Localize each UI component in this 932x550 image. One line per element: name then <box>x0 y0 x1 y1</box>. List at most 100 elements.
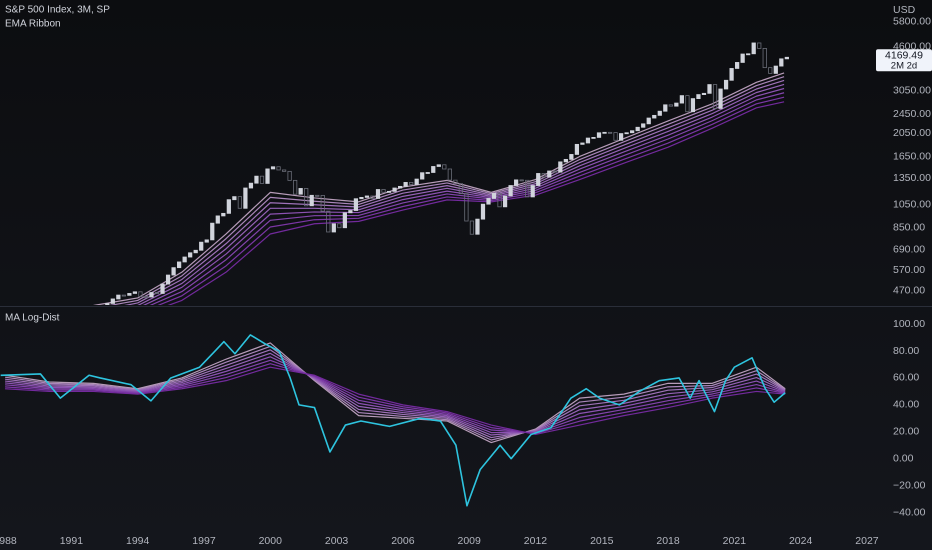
candle <box>558 161 563 173</box>
candle <box>779 58 784 67</box>
candle <box>514 179 519 186</box>
line <box>109 76 785 305</box>
candle <box>337 223 342 229</box>
y-tick-label: −40.00 <box>893 506 926 518</box>
y-tick-label: 5800.00 <box>893 16 931 28</box>
candle <box>768 67 773 74</box>
candle <box>707 84 712 94</box>
candle <box>276 166 281 171</box>
last-price-box <box>876 49 932 72</box>
x-tick-label: 2024 <box>789 535 813 547</box>
x-tick-label: 2021 <box>723 535 747 547</box>
x-tick-label: 1988 <box>0 535 17 547</box>
candle <box>359 196 364 200</box>
candle <box>729 68 734 81</box>
indicator-title: MA Log-Dist <box>5 313 60 324</box>
candle <box>304 188 309 207</box>
candle <box>293 179 298 195</box>
candle <box>746 53 751 56</box>
line <box>157 96 785 305</box>
chart-title: S&P 500 Index, 3M, SP <box>5 5 110 16</box>
candle <box>773 65 778 74</box>
candle <box>591 137 596 139</box>
candle <box>641 123 646 128</box>
candle <box>121 294 126 297</box>
candle <box>674 102 679 107</box>
candle <box>409 182 414 185</box>
candle <box>508 185 513 197</box>
candle <box>320 195 325 212</box>
candle <box>392 187 397 192</box>
candle <box>712 84 718 109</box>
candle <box>652 114 657 119</box>
candle <box>232 196 237 201</box>
candle <box>613 132 618 141</box>
candle <box>431 166 436 173</box>
candle <box>315 194 320 197</box>
candle <box>204 239 209 243</box>
candle <box>353 198 359 211</box>
candle <box>690 98 696 113</box>
candle <box>116 294 121 300</box>
line <box>167 101 785 305</box>
line <box>5 356 786 434</box>
x-tick-label: 2015 <box>590 535 614 547</box>
candle <box>519 179 524 182</box>
candle <box>735 62 740 69</box>
candle <box>375 189 381 199</box>
candle <box>762 47 767 69</box>
candle <box>525 179 530 198</box>
candle <box>226 199 231 214</box>
currency: USD <box>893 4 916 16</box>
x-tick-label: 1991 <box>60 535 84 547</box>
candle <box>646 117 651 125</box>
candle <box>132 291 138 294</box>
x-tick-label: 2006 <box>391 535 415 547</box>
candle <box>547 170 552 178</box>
candle <box>668 104 673 107</box>
line <box>4 342 786 444</box>
candle <box>491 192 497 199</box>
y-tick-label: 690.00 <box>893 244 925 256</box>
line <box>93 72 785 305</box>
candle <box>453 179 458 185</box>
y-tick-label: 20.00 <box>893 426 919 438</box>
candle <box>657 110 662 116</box>
candle <box>685 95 690 113</box>
candle <box>221 212 226 217</box>
candle <box>480 203 486 220</box>
candle <box>270 166 276 170</box>
line <box>5 363 786 435</box>
candle <box>281 169 287 172</box>
candle <box>381 189 386 193</box>
candle <box>154 292 160 294</box>
candle <box>193 249 198 254</box>
x-tick-label: 1997 <box>192 535 216 547</box>
candle <box>469 220 475 235</box>
candle <box>165 274 171 285</box>
y-tick-label: 80.00 <box>893 345 919 357</box>
candle <box>563 158 568 163</box>
candle <box>425 172 430 174</box>
indicator-pane <box>0 334 786 507</box>
candle <box>248 182 254 189</box>
candle <box>574 143 580 155</box>
x-tick-label: 1994 <box>126 535 150 547</box>
candle <box>397 185 403 189</box>
y-tick-label: −20.00 <box>893 479 926 491</box>
candle <box>630 130 635 134</box>
candle <box>105 303 110 305</box>
y-tick-label: 100.00 <box>893 318 925 330</box>
candle <box>751 42 756 55</box>
candle <box>602 131 607 134</box>
candle <box>143 296 149 298</box>
x-tick-label: 2009 <box>457 535 481 547</box>
candle <box>259 175 265 184</box>
candle <box>298 188 303 195</box>
candle <box>502 195 508 208</box>
y-tick-label: 2050.00 <box>893 127 931 139</box>
candle <box>696 94 701 99</box>
candle <box>486 198 491 205</box>
line <box>142 87 785 305</box>
